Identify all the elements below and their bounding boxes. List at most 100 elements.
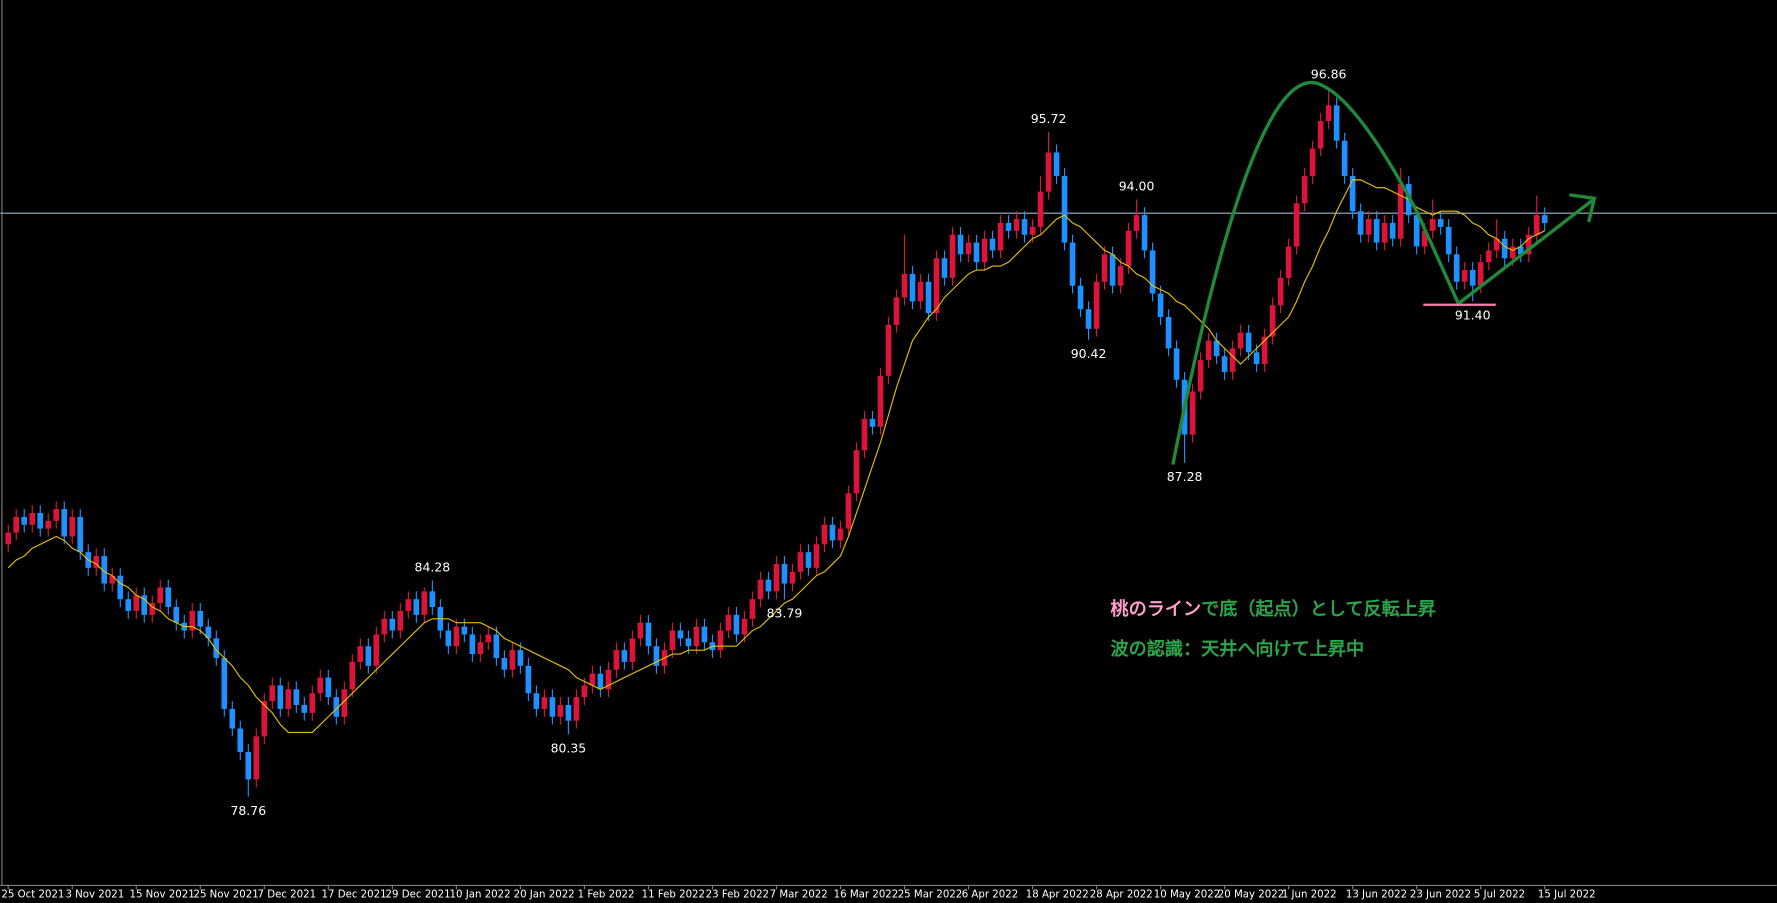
candle-body [757, 579, 764, 600]
candle-body [597, 673, 604, 690]
candle-body [1045, 152, 1052, 192]
extreme-label: 96.86 [1311, 66, 1347, 81]
candle-body [1093, 281, 1100, 329]
candle-body [517, 650, 524, 666]
candle-body [733, 614, 740, 635]
annotation-segment: 波の認識：天井へ向けて上昇中 [1111, 638, 1365, 660]
candle-body [1141, 215, 1148, 251]
candle-body [957, 234, 964, 255]
candle-body [861, 418, 868, 451]
candle-body [645, 622, 652, 647]
candle-body [1269, 305, 1276, 337]
candle-body [781, 563, 788, 584]
candle-body [349, 661, 356, 690]
candle-body [197, 610, 204, 627]
x-tick-label: 10 Jan 2022 [450, 889, 511, 900]
annotation-segment: 桃のライン [1111, 598, 1202, 620]
candle-body [741, 618, 748, 635]
candle-body [373, 634, 380, 666]
candle-body [621, 650, 628, 662]
candle-body [1021, 219, 1028, 235]
extreme-label: 78.76 [230, 803, 266, 818]
candle-body [1397, 183, 1404, 239]
candle-body [789, 571, 796, 584]
candle-body [1213, 340, 1220, 357]
candle-body [821, 524, 828, 545]
candle-body [1389, 222, 1396, 239]
candle-body [173, 607, 180, 623]
candle-body [1517, 246, 1524, 255]
candle-body [365, 646, 372, 666]
candle-body [1237, 332, 1244, 349]
candle-body [925, 281, 932, 314]
candle-body [381, 618, 388, 635]
candle-body [61, 509, 68, 537]
candle-body [1293, 203, 1300, 247]
x-tick-label: 17 Dec 2021 [322, 889, 387, 900]
candle-body [533, 693, 540, 709]
candle-body [445, 630, 452, 647]
candle-body [325, 677, 332, 698]
candle-body [13, 516, 20, 533]
candle-body [117, 575, 124, 600]
candle-body [37, 512, 44, 529]
candle-body [1333, 105, 1340, 141]
x-tick-label: 15 Nov 2021 [129, 889, 194, 900]
candle-body [565, 704, 572, 721]
candle-body [453, 626, 460, 647]
candle-body [5, 532, 12, 545]
candle-body [557, 704, 564, 717]
x-tick-label: 28 Apr 2022 [1090, 889, 1153, 900]
candle-body [221, 657, 228, 709]
candle-body [933, 258, 940, 314]
candle-body [1421, 230, 1428, 247]
candle-body [165, 587, 172, 608]
x-tick-label: 10 May 2022 [1154, 889, 1220, 900]
candle-body [29, 512, 36, 525]
candle-body [229, 708, 236, 729]
x-tick-label: 7 Dec 2021 [258, 889, 317, 900]
candle-body [1541, 215, 1548, 223]
candle-body [1165, 317, 1172, 349]
x-tick-label: 11 Feb 2022 [642, 889, 705, 900]
candle-body [333, 697, 340, 717]
candle-body [389, 618, 396, 631]
candle-body [1069, 242, 1076, 286]
candle-body [909, 273, 916, 302]
extreme-label: 83.79 [767, 606, 803, 621]
candle-body [901, 273, 908, 298]
x-tick-label: 29 Dec 2021 [386, 889, 451, 900]
candle-body [1533, 215, 1540, 235]
candle-body [845, 493, 852, 529]
candle-body [749, 599, 756, 619]
candle-body [805, 552, 812, 568]
candle-body [1285, 246, 1292, 278]
candle-body [309, 693, 316, 713]
candle-body [293, 689, 300, 705]
candle-body [669, 630, 676, 651]
candle-body [493, 634, 500, 658]
candle-body [981, 238, 988, 263]
candle-body [141, 595, 148, 615]
candle-body [1525, 234, 1532, 255]
candle-body [797, 552, 804, 572]
candle-body [589, 673, 596, 686]
candle-body [1013, 219, 1020, 231]
candle-body [1117, 266, 1124, 286]
candle-body [1325, 105, 1332, 122]
candle-body [877, 375, 884, 427]
candle-body [101, 556, 108, 584]
candle-body [1445, 226, 1452, 255]
candle-body [1413, 215, 1420, 247]
extreme-label: 95.72 [1031, 111, 1067, 126]
candle-body [813, 544, 820, 568]
candle-body [837, 528, 844, 541]
candle-body [133, 595, 140, 611]
candle-body [69, 516, 76, 537]
candle-body [405, 599, 412, 611]
candle-body [1125, 230, 1132, 267]
candle-body [1189, 391, 1196, 435]
plot-area [0, 87, 1777, 797]
candle-body [469, 634, 476, 655]
